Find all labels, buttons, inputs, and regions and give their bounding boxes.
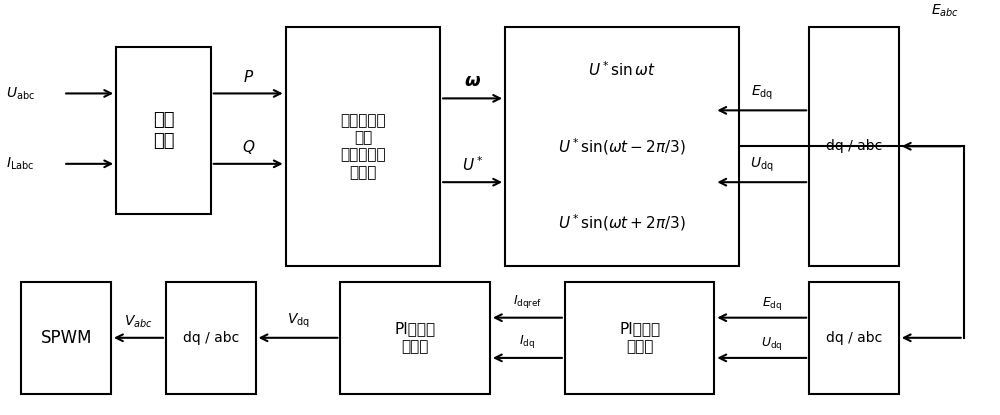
Bar [809,27,899,266]
Text: $E_{\rm dq}$: $E_{\rm dq}$ [762,295,782,312]
Text: dq / abc: dq / abc [183,331,239,345]
Text: 功率
计算: 功率 计算 [153,111,174,150]
Text: dq / abc: dq / abc [826,331,882,345]
Text: $V_{abc}$: $V_{abc}$ [124,313,153,330]
Bar [505,27,739,266]
Text: $V_{\rm dq}$: $V_{\rm dq}$ [287,312,310,330]
Bar [21,282,111,394]
Bar [116,46,211,214]
Text: $U^*\sin(\omega t+2\pi/3)$: $U^*\sin(\omega t+2\pi/3)$ [558,212,686,233]
Text: $U^*\sin(\omega t-2\pi/3)$: $U^*\sin(\omega t-2\pi/3)$ [558,136,686,156]
Text: $E_{\rm dq}$: $E_{\rm dq}$ [751,84,773,103]
Text: $U^*\sin\omega t$: $U^*\sin\omega t$ [588,60,656,79]
Text: $I_{\rm Labc}$: $I_{\rm Labc}$ [6,156,35,172]
Text: $I_{\rm dq}$: $I_{\rm dq}$ [519,333,535,350]
Text: $E_{abc}$: $E_{abc}$ [931,2,959,19]
Bar [166,282,256,394]
Text: $I_{\rm dqref}$: $I_{\rm dqref}$ [513,293,542,310]
Bar [340,282,490,394]
Bar [809,282,899,394]
Text: $U^*$: $U^*$ [462,156,483,174]
Text: $Q$: $Q$ [242,138,255,156]
Bar [286,27,440,266]
Text: SPWM: SPWM [40,329,92,347]
Bar [565,282,714,394]
Text: PI控制器
电压环: PI控制器 电压环 [619,322,660,354]
Text: $U_{\rm dq}$: $U_{\rm dq}$ [761,335,783,352]
Text: $\boldsymbol{\omega}$: $\boldsymbol{\omega}$ [464,72,481,90]
Text: $U_{\rm dq}$: $U_{\rm dq}$ [750,156,774,174]
Text: 频率下垂控
制及
补偿电压下
垂控制: 频率下垂控 制及 补偿电压下 垂控制 [340,112,386,180]
Text: $U_{\rm abc}$: $U_{\rm abc}$ [6,85,35,102]
Text: dq / abc: dq / abc [826,139,882,153]
Text: $P$: $P$ [243,69,254,85]
Text: PI控制器
电流环: PI控制器 电流环 [395,322,436,354]
